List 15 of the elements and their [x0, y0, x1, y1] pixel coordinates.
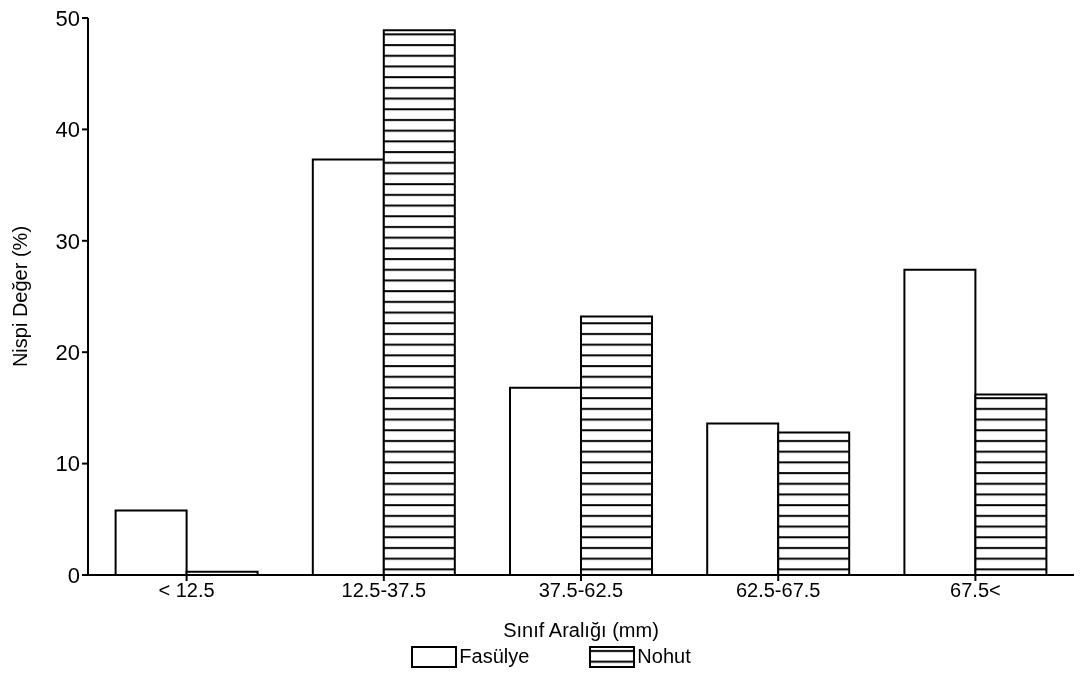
x-tick-label: 62.5-67.5 — [735, 579, 821, 602]
x-tick-label: 12.5-37.5 — [341, 579, 427, 602]
y-tick-label: 50 — [55, 5, 80, 31]
y-tick-label: 0 — [67, 562, 80, 588]
legend-label: Nohut — [637, 645, 691, 668]
y-axis-title: Nispi Değer (%) — [9, 225, 32, 368]
y-tick-label: 30 — [55, 228, 80, 254]
x-tick-label: 67.5< — [950, 579, 1001, 602]
y-tick-label: 10 — [55, 451, 80, 477]
y-tick-label: 40 — [55, 117, 80, 143]
x-tick-label: 37.5-62.5 — [538, 579, 624, 602]
legend-label: Fasülye — [459, 645, 530, 668]
x-tick-label: < 12.5 — [158, 579, 215, 602]
x-axis-title: Sınıf Aralığı (mm) — [503, 619, 659, 641]
y-tick-label: 20 — [55, 340, 80, 366]
